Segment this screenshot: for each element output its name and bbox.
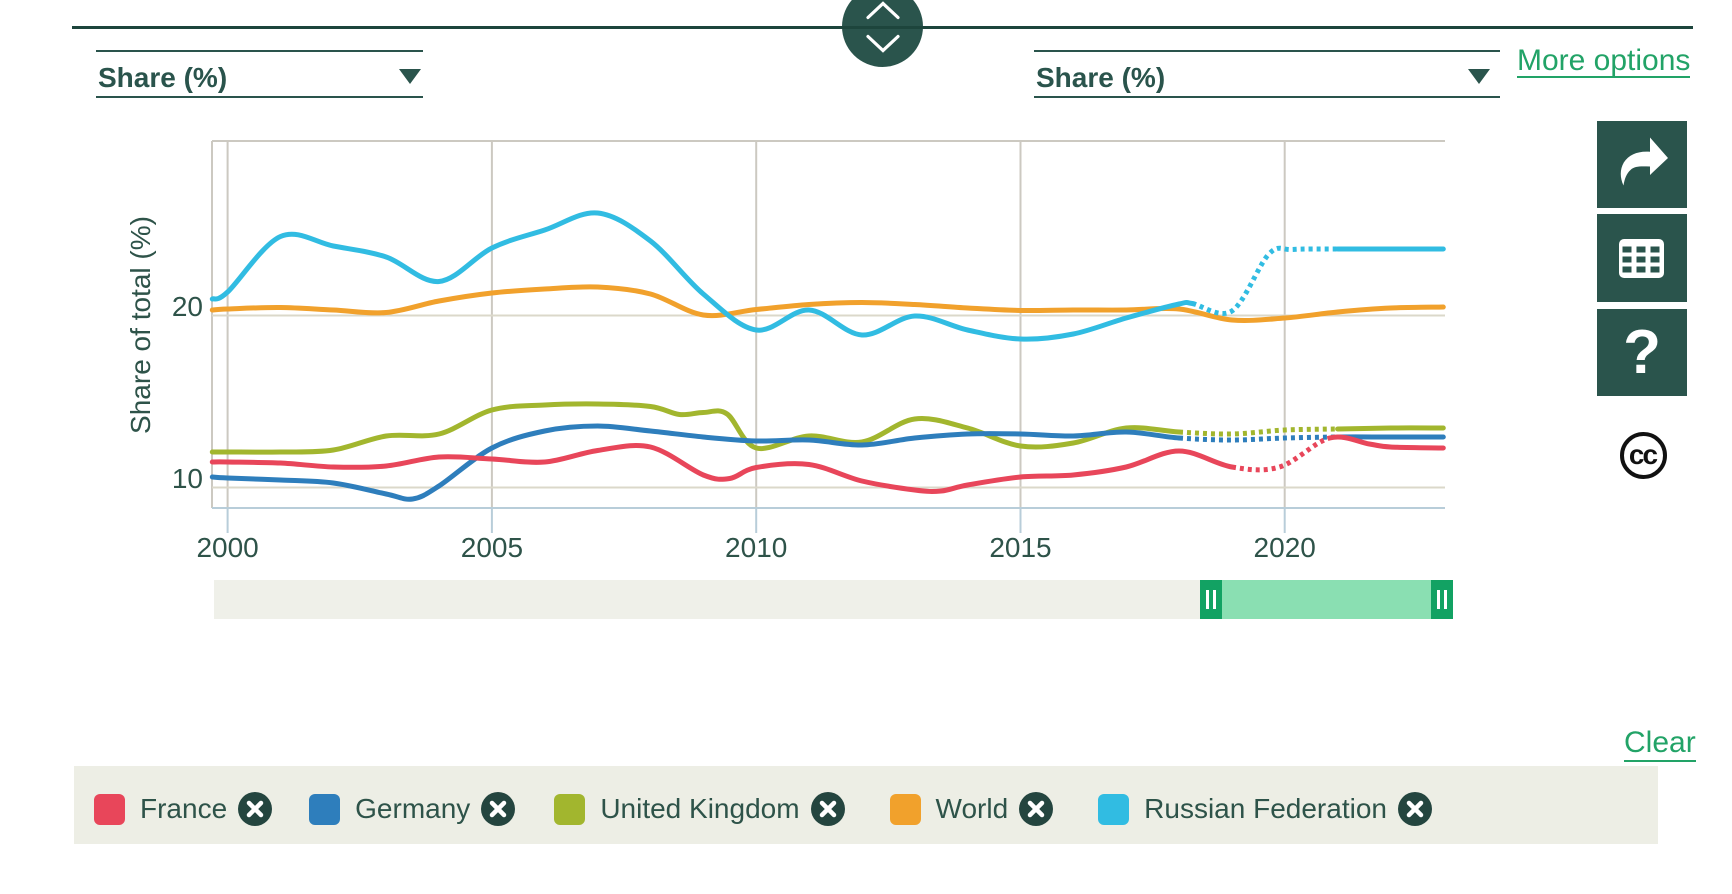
- svg-text:2015: 2015: [989, 532, 1051, 563]
- svg-text:2010: 2010: [725, 532, 787, 563]
- svg-text:2020: 2020: [1254, 532, 1316, 563]
- svg-text:20: 20: [172, 291, 203, 322]
- svg-text:2000: 2000: [196, 532, 258, 563]
- svg-text:10: 10: [172, 463, 203, 494]
- svg-text:Share of total (%): Share of total (%): [125, 216, 156, 434]
- svg-text:2005: 2005: [461, 532, 523, 563]
